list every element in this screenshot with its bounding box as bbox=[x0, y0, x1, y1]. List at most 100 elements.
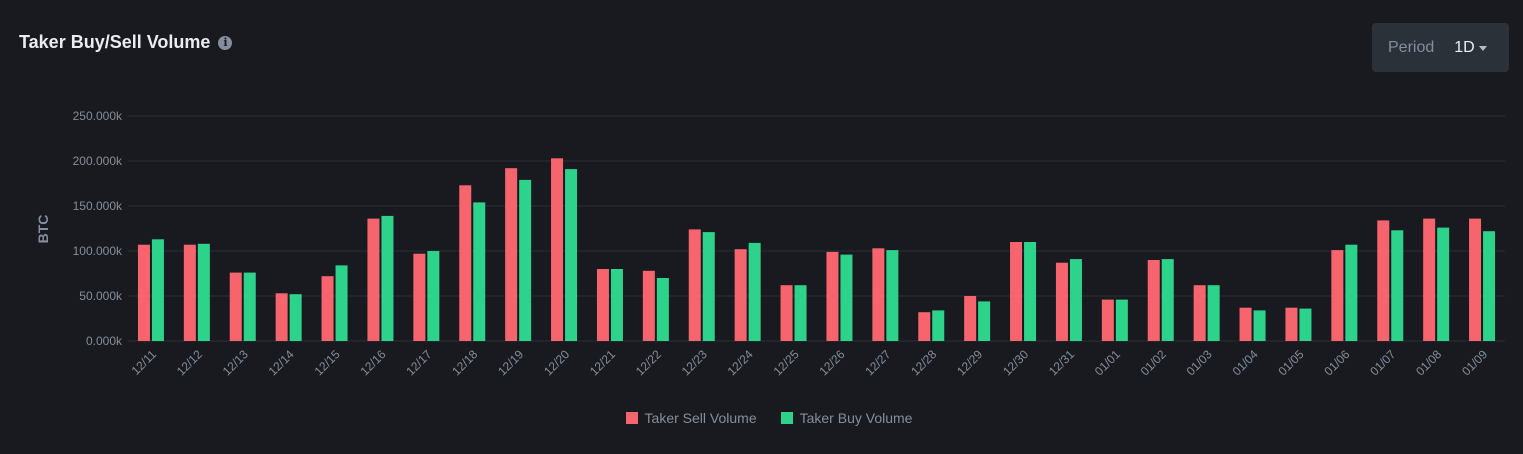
bar-buy[interactable] bbox=[1024, 242, 1037, 341]
x-tick-label: 01/01 bbox=[1092, 347, 1123, 378]
bar-buy[interactable] bbox=[886, 250, 899, 341]
bar-sell[interactable] bbox=[780, 285, 793, 341]
bar-buy[interactable] bbox=[243, 272, 256, 341]
bar-sell[interactable] bbox=[826, 251, 839, 341]
bar-buy[interactable] bbox=[519, 179, 532, 341]
x-tick-label: 12/31 bbox=[1046, 347, 1077, 378]
bar-sell[interactable] bbox=[1239, 307, 1252, 341]
bar-sell[interactable] bbox=[275, 293, 288, 341]
bar-buy[interactable] bbox=[656, 278, 669, 341]
bar-buy[interactable] bbox=[702, 232, 715, 341]
x-tick-label: 12/12 bbox=[174, 347, 205, 378]
x-tick-label: 12/18 bbox=[449, 347, 480, 378]
bar-buy[interactable] bbox=[978, 301, 991, 341]
bar-buy[interactable] bbox=[1437, 227, 1450, 341]
legend-label-sell: Taker Sell Volume bbox=[644, 410, 757, 426]
bar-buy[interactable] bbox=[1207, 285, 1220, 341]
bar-sell[interactable] bbox=[734, 249, 747, 341]
y-tick-label: 250.000k bbox=[73, 109, 123, 123]
x-tick-label: 12/30 bbox=[1000, 347, 1031, 378]
bar-sell[interactable] bbox=[1423, 218, 1436, 341]
bar-sell[interactable] bbox=[1469, 218, 1482, 341]
bar-buy[interactable] bbox=[1161, 259, 1174, 341]
y-tick-label: 0.000k bbox=[86, 334, 123, 348]
chart-title-text: Taker Buy/Sell Volume bbox=[19, 32, 211, 52]
bar-buy[interactable] bbox=[1299, 308, 1312, 341]
bar-buy[interactable] bbox=[565, 169, 578, 341]
bar-buy[interactable] bbox=[748, 242, 761, 341]
x-tick-label: 12/26 bbox=[816, 347, 847, 378]
bar-buy[interactable] bbox=[840, 254, 853, 341]
bar-sell[interactable] bbox=[1147, 260, 1160, 341]
bar-sell[interactable] bbox=[1101, 299, 1114, 341]
chart-title: Taker Buy/Sell Volume i bbox=[19, 32, 233, 53]
bar-buy[interactable] bbox=[1115, 299, 1128, 341]
y-axis-label: BTC bbox=[35, 215, 51, 244]
bar-sell[interactable] bbox=[321, 276, 334, 341]
bar-sell[interactable] bbox=[229, 272, 242, 341]
bar-sell[interactable] bbox=[459, 185, 472, 341]
x-tick-label: 12/13 bbox=[220, 347, 251, 378]
x-tick-label: 01/02 bbox=[1138, 347, 1169, 378]
x-tick-label: 12/23 bbox=[679, 347, 710, 378]
legend-swatch-sell bbox=[625, 412, 638, 424]
bar-sell[interactable] bbox=[872, 248, 885, 341]
y-tick-label: 200.000k bbox=[73, 154, 123, 168]
x-tick-label: 01/09 bbox=[1459, 347, 1490, 378]
bar-sell[interactable] bbox=[137, 244, 150, 341]
x-tick-label: 12/29 bbox=[954, 347, 985, 378]
legend-label-buy: Taker Buy Volume bbox=[799, 410, 913, 426]
bar-buy[interactable] bbox=[610, 269, 623, 341]
x-tick-label: 12/25 bbox=[771, 347, 802, 378]
period-selector[interactable]: Period 1D bbox=[1372, 23, 1509, 72]
y-tick-label: 150.000k bbox=[73, 199, 123, 213]
bar-buy[interactable] bbox=[1345, 244, 1358, 341]
bar-sell[interactable] bbox=[413, 253, 426, 341]
bar-buy[interactable] bbox=[1483, 231, 1496, 341]
bar-buy[interactable] bbox=[1069, 259, 1082, 341]
legend: Taker Sell Volume Taker Buy Volume bbox=[0, 410, 1523, 426]
bar-buy[interactable] bbox=[289, 294, 302, 341]
bar-buy[interactable] bbox=[335, 265, 348, 341]
info-icon[interactable]: i bbox=[218, 35, 233, 50]
x-tick-label: 12/19 bbox=[495, 347, 526, 378]
bar-sell[interactable] bbox=[688, 229, 701, 341]
bar-buy[interactable] bbox=[151, 239, 164, 341]
x-tick-label: 12/22 bbox=[633, 347, 664, 378]
bar-sell[interactable] bbox=[183, 244, 196, 341]
caret-down-icon bbox=[1478, 46, 1487, 51]
x-tick-label: 01/03 bbox=[1184, 347, 1215, 378]
bar-sell[interactable] bbox=[367, 218, 380, 341]
bar-sell[interactable] bbox=[918, 312, 931, 341]
bar-buy[interactable] bbox=[1391, 230, 1404, 341]
bar-sell[interactable] bbox=[1285, 307, 1298, 341]
bar-sell[interactable] bbox=[642, 270, 655, 341]
bar-buy[interactable] bbox=[1253, 310, 1266, 341]
bar-buy[interactable] bbox=[932, 310, 945, 341]
bar-sell[interactable] bbox=[596, 269, 609, 341]
x-tick-label: 12/17 bbox=[403, 347, 434, 378]
bar-sell[interactable] bbox=[964, 296, 977, 341]
legend-item-buy[interactable]: Taker Buy Volume bbox=[780, 410, 913, 426]
bar-sell[interactable] bbox=[1193, 285, 1206, 341]
bar-sell[interactable] bbox=[1331, 250, 1344, 341]
bar-buy[interactable] bbox=[381, 215, 394, 341]
bar-sell[interactable] bbox=[551, 158, 564, 341]
legend-swatch-buy bbox=[780, 412, 793, 424]
x-tick-label: 12/11 bbox=[129, 347, 160, 378]
bar-sell[interactable] bbox=[1377, 220, 1390, 341]
bar-buy[interactable] bbox=[427, 251, 440, 341]
bar-buy[interactable] bbox=[473, 202, 486, 341]
bar-sell[interactable] bbox=[1055, 262, 1068, 341]
x-tick-label: 01/07 bbox=[1367, 347, 1398, 378]
bar-sell[interactable] bbox=[505, 168, 518, 341]
bar-sell[interactable] bbox=[1010, 242, 1023, 341]
legend-item-sell[interactable]: Taker Sell Volume bbox=[625, 410, 757, 426]
bar-buy[interactable] bbox=[794, 285, 807, 341]
x-tick-label: 12/24 bbox=[725, 347, 756, 378]
x-tick-label: 01/08 bbox=[1413, 347, 1444, 378]
bar-buy[interactable] bbox=[197, 243, 210, 341]
period-label: Period bbox=[1388, 38, 1435, 56]
x-tick-label: 12/20 bbox=[541, 347, 572, 378]
